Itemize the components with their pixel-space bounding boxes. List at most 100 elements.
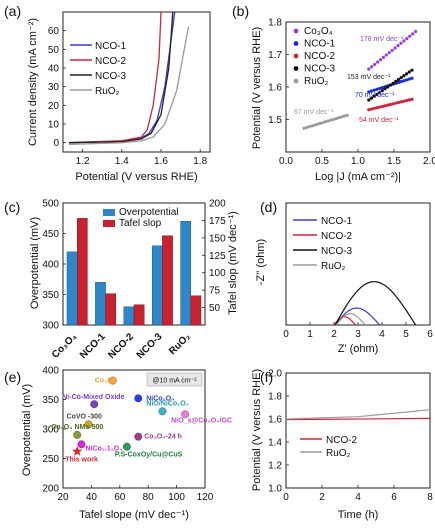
tafel-point [367,67,371,71]
tafel-point [329,118,333,122]
tafel-point [326,119,330,123]
x-tick-label-f: 2 [319,492,325,503]
tafel-point [367,108,371,112]
y-tick-label-c: 450 [42,229,59,240]
bar-tafel [162,235,173,326]
tafel-annotation: 54 mV dec⁻¹ [359,117,399,124]
nyquist-curve [334,281,417,326]
literature-point [181,410,190,419]
x-axis-label-f: Time (h) [338,509,379,521]
bar-overpotential [151,245,163,326]
legend-marker [293,28,299,34]
literature-point [134,432,143,441]
tafel-point [378,58,383,62]
bar-overpotential [95,282,106,326]
category-label: Co₃O₄ [50,331,80,361]
tafel-point [367,90,371,94]
star-marker [72,445,83,456]
point-label: Ni-Co-Mixed Oxide [62,394,124,401]
x-tick-label-a: 1.8 [193,156,207,167]
x-tick-label-a: 1.4 [115,156,129,167]
y-tick-label-c: 400 [42,260,59,271]
legend-label: Co₃O₄ [304,26,333,37]
x-tick-label-b: 0.5 [315,156,329,167]
tafel-point [394,101,398,105]
series-line-3 [68,26,190,146]
y-tick-label-f: 1.6 [268,415,282,426]
y-tick-label-e: 200 [42,484,59,495]
tafel-point [334,116,338,121]
tafel-point [394,79,398,83]
y2-tick-label-c: 125 [209,251,226,262]
legend-label: NCO-1 [95,41,127,52]
point-label: Co₃O₄-24 h [144,434,182,441]
legend-marker [293,53,299,59]
series-line-2 [68,11,174,144]
tafel-point [324,120,328,124]
x-axis-label-d: Z' (ohm) [338,343,379,355]
tafel-point [391,102,395,106]
y-tick-label-f: 1.0 [268,484,282,495]
point-label: NiO/NiCo₂O₄ [146,400,189,407]
x-tick-label-d: 3 [355,329,361,340]
y-tick-label-e: 300 [42,425,59,436]
tafel-point [391,81,395,85]
legend-label: RuO₂ [95,86,120,97]
tafel-point [386,103,390,107]
point-label: P.S-CoxOy/Cu@CuS [115,452,183,459]
legend-label: NCO-1 [304,39,336,50]
tafel-point [410,97,414,101]
tafel-point [370,65,374,69]
y-tick-label-a: 60 [48,26,60,37]
tafel-point [384,53,388,57]
tafel-point [307,125,311,129]
x-tick-label-f: 4 [355,492,361,503]
x-tick-label-d: 6 [427,329,433,340]
tafel-point [380,86,384,90]
legend-label: NCO-3 [321,246,353,257]
x-axis-label-b: Log |J (mA cm⁻²)| [315,171,401,183]
tafel-point [332,117,336,121]
tafel-annotation: 178 mV dec⁻¹ [360,36,404,43]
tafel-point [393,46,397,50]
tafel-point [313,123,317,127]
x-tick-label-d: 4 [379,329,385,340]
tafel-point [402,99,406,103]
tafel-point [388,102,392,107]
x-tick-label-f: 6 [391,492,397,503]
tafel-point [378,105,382,109]
bar-tafel [76,218,88,326]
panel-label-d: (d) [260,199,277,215]
x-tick-label-b: 0.0 [279,156,293,167]
tafel-point [402,74,406,78]
x-tick-label-b: 1.0 [351,156,365,167]
tafel-point [340,115,344,119]
tafel-point [372,106,376,111]
x-tick-label-d: 5 [403,329,409,340]
tafel-point [380,89,384,93]
tafel-point [383,87,387,91]
y-tick-label-a: 20 [48,101,60,112]
literature-point [84,420,93,429]
y2-tick-label-c: 50 [209,303,221,314]
tafel-point [399,80,403,84]
legend-label: NCO-2 [326,435,358,446]
y-tick-label-b: 1.5 [268,115,282,126]
literature-point [73,430,82,439]
tafel-point [337,116,341,120]
tafel-point [378,86,382,91]
tafel-annotation: 70 mV dec⁻¹ [355,92,395,99]
x-tick-label-a: 1.6 [154,156,168,167]
panel-label-f: (f) [260,369,273,385]
y-axis-label-b: Potential (V versus RHE) [251,27,263,149]
point-label: Co₃O₄ [95,378,116,385]
legend-label: NCO-2 [321,231,353,242]
tafel-point [375,87,379,91]
x-tick-label-b: 2.0 [423,156,435,167]
tafel-point [407,98,411,102]
nyquist-curve [335,313,366,326]
tafel-point [302,126,306,130]
legend-label: NCO-3 [95,71,127,82]
x-tick-label-e: 80 [143,492,155,503]
